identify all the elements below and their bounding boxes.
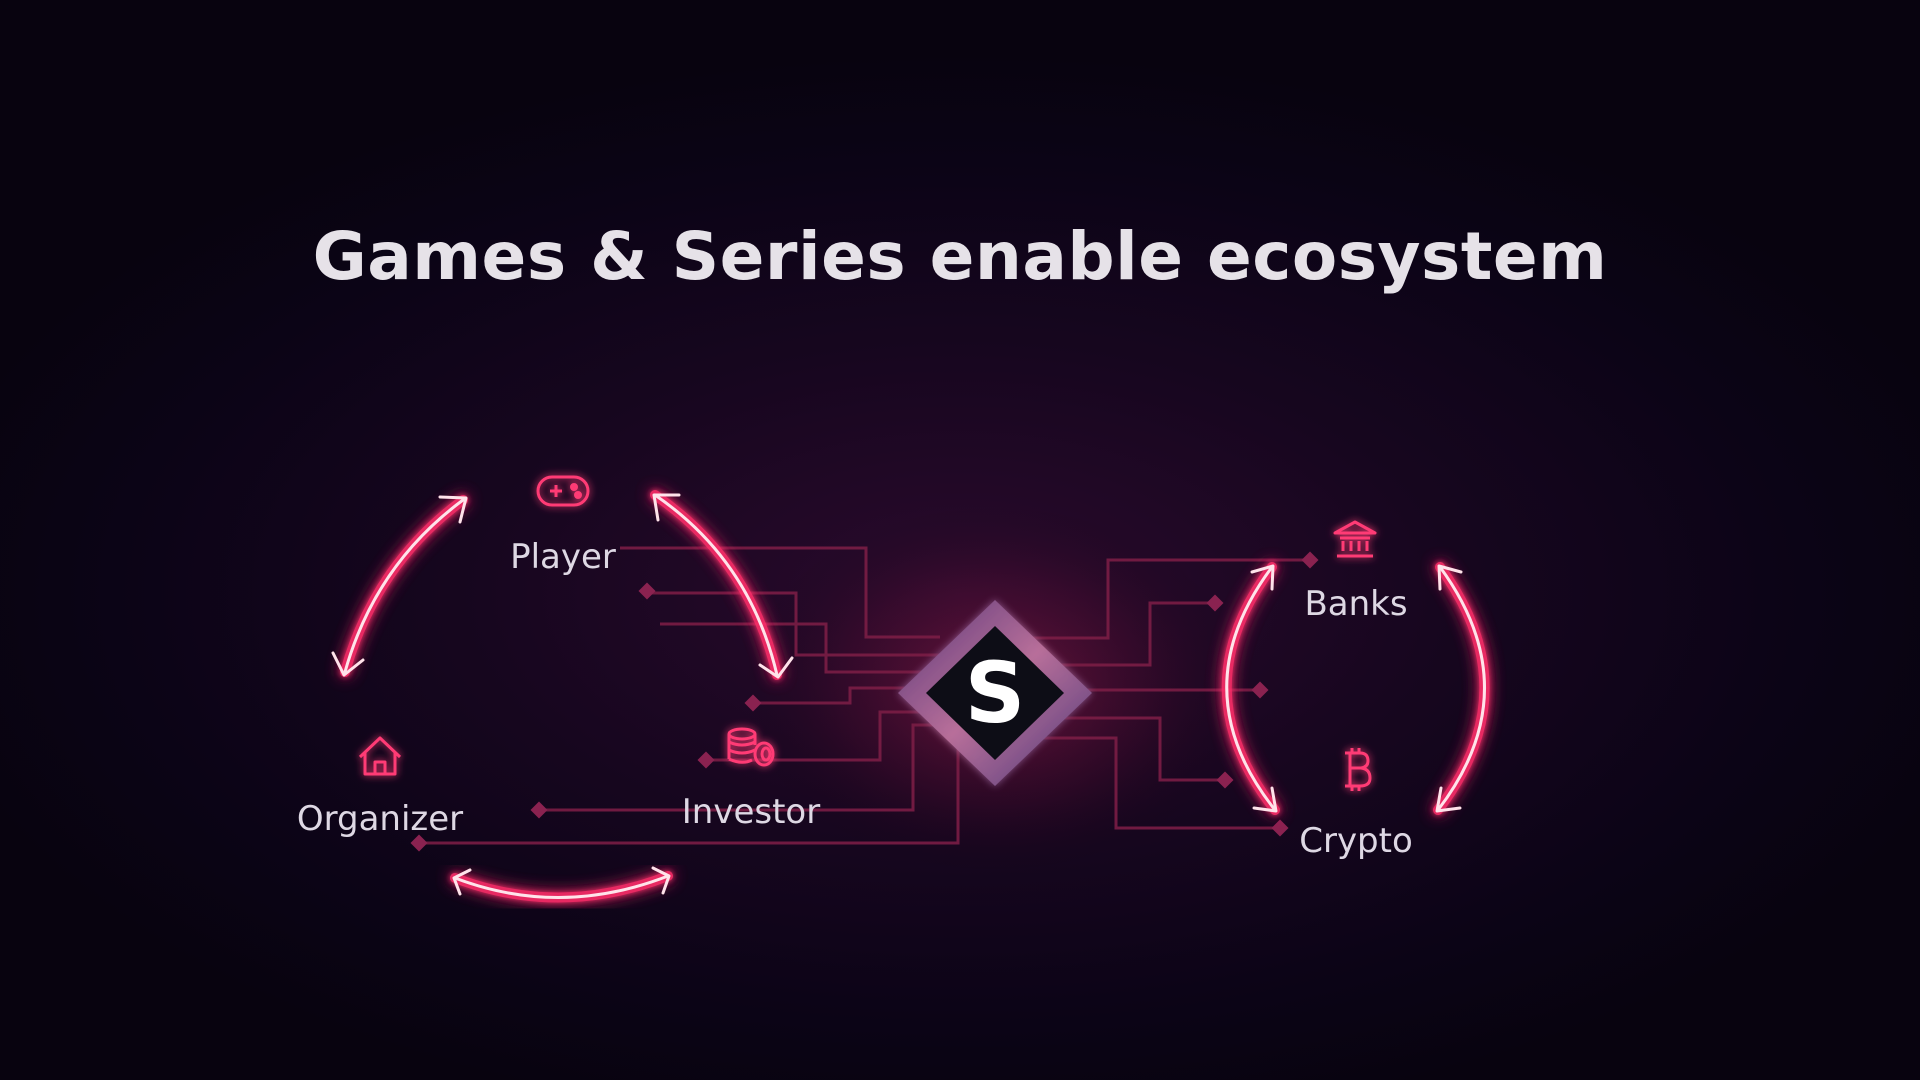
circuit-line-12 bbox=[1030, 736, 1280, 830]
circuit-nodes bbox=[410, 551, 1319, 852]
circuit-node bbox=[638, 582, 656, 600]
circuit-node bbox=[1216, 771, 1234, 789]
node-investor: Investor bbox=[682, 727, 820, 832]
node-crypto: Crypto bbox=[1299, 748, 1413, 861]
node-label-organizer: Organizer bbox=[297, 799, 463, 839]
circuit-node bbox=[1206, 594, 1224, 612]
circuit-line-4 bbox=[755, 686, 935, 705]
circuit-line-11 bbox=[1045, 716, 1225, 782]
bank-icon bbox=[1333, 520, 1377, 558]
page-title: Games & Series enable ecosystem bbox=[312, 218, 1608, 295]
node-label-player: Player bbox=[510, 537, 616, 577]
center-logo: S bbox=[898, 600, 1092, 786]
circuit-node bbox=[530, 801, 548, 819]
circuit-node bbox=[1271, 819, 1289, 837]
node-banks: Banks bbox=[1304, 520, 1408, 624]
arrow-organizer-player bbox=[331, 495, 468, 677]
circuit-line-5 bbox=[705, 710, 940, 762]
logo-diamond-inner bbox=[926, 626, 1064, 760]
logo-letter: S bbox=[965, 644, 1026, 742]
arrow-player-investor bbox=[650, 490, 794, 680]
circuit-line-9 bbox=[1045, 601, 1215, 667]
right-cycle-arrows bbox=[1221, 562, 1490, 815]
gamepad-icon bbox=[536, 475, 590, 507]
left-cycle-arrows bbox=[331, 490, 794, 903]
circuit-line-3 bbox=[660, 622, 945, 674]
circuit-node bbox=[697, 751, 715, 769]
node-label-crypto: Crypto bbox=[1299, 821, 1413, 861]
node-player: Player bbox=[510, 475, 616, 577]
arrow-banks-crypto-left bbox=[1221, 562, 1280, 815]
circuit-line-8 bbox=[1025, 558, 1310, 640]
house-icon bbox=[358, 736, 402, 776]
circuit-node bbox=[410, 834, 428, 852]
circuit-node bbox=[744, 694, 762, 712]
coins-icon bbox=[727, 727, 775, 767]
circuit-node bbox=[1251, 681, 1269, 699]
arrow-organizer-investor bbox=[450, 866, 673, 903]
bitcoin-icon bbox=[1345, 748, 1372, 791]
circuit-line-1 bbox=[620, 546, 940, 639]
node-label-investor: Investor bbox=[682, 792, 820, 832]
circuit-node bbox=[1301, 551, 1319, 569]
node-organizer: Organizer bbox=[297, 736, 463, 839]
node-label-banks: Banks bbox=[1304, 584, 1407, 624]
arrow-crypto-banks-right bbox=[1433, 562, 1490, 815]
